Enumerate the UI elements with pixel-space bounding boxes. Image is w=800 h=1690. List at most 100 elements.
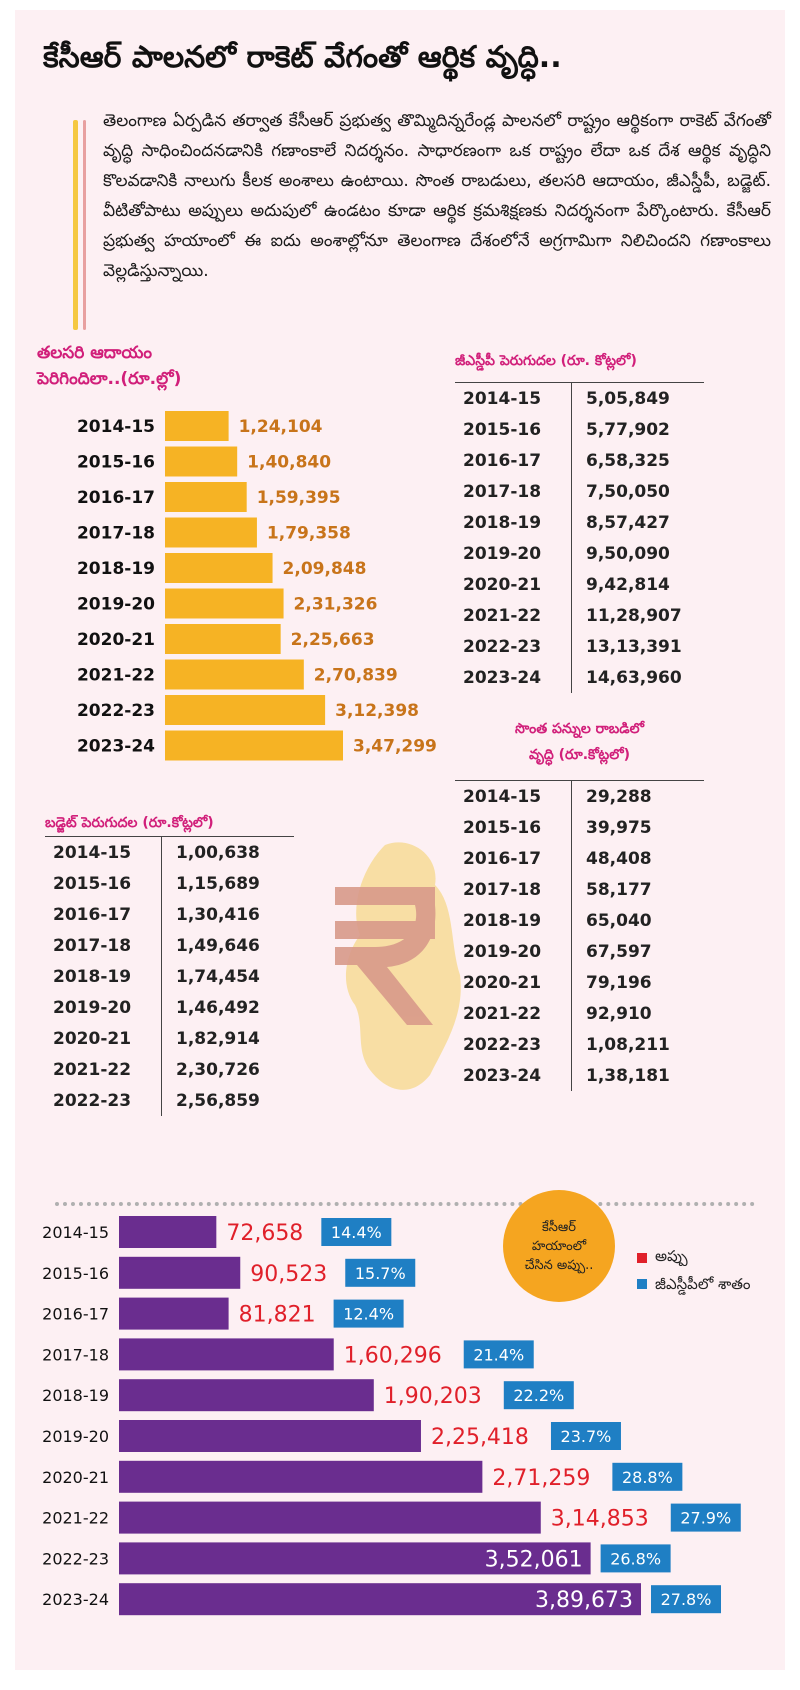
per-capita-year-label: 2023-24: [77, 737, 155, 757]
table-row: 2017-18 1,49,646: [45, 930, 294, 961]
table-cell-value: 48,408: [586, 848, 652, 869]
per-capita-bar: [165, 482, 247, 512]
table-row: 2023-24 1,38,181: [455, 1060, 704, 1091]
debt-year-label: 2014-15: [42, 1223, 109, 1242]
per-capita-bar: [165, 624, 281, 654]
table-row: 2019-20 9,50,090: [455, 538, 704, 569]
table-row: 2018-19 1,74,454: [45, 961, 294, 992]
table-cell-year: 2021-22: [45, 1054, 162, 1085]
table-cell-value: 58,177: [586, 879, 652, 900]
debt-pct-box: [600, 1544, 671, 1573]
debt-year-label: 2021-22: [42, 1509, 109, 1528]
table-cell-value: 1,08,211: [586, 1034, 670, 1055]
intro-paragraph: తెలంగాణ ఏర్పడిన తర్వాత కేసీఆర్ ప్రభుత్వ …: [103, 111, 771, 281]
debt-pct-box: [321, 1218, 392, 1246]
table-row: 2017-18 58,177: [455, 874, 704, 905]
table-cell-value: 29,288: [571, 780, 704, 812]
debt-pct-label: 28.8%: [622, 1468, 673, 1487]
table-row: 2018-19 8,57,427: [455, 507, 704, 538]
per-capita-bar: [165, 659, 304, 690]
debt-year-label: 2022-23: [42, 1549, 109, 1568]
legend-item-pct: జీఎస్డీపీలో శాతం: [637, 1271, 751, 1297]
table-row: 2016-17 6,58,325: [455, 445, 704, 476]
table-row: 2020-21 1,82,914: [45, 1023, 294, 1054]
per-capita-year-label: 2022-23: [77, 701, 155, 721]
rupee-illustration: [335, 842, 461, 1090]
budget-title: బడ్జెట్ పెరుగుదల (రూ.కోట్లలో): [45, 815, 214, 831]
table-row: 2022-23 2,56,859: [45, 1085, 294, 1116]
debt-value-label: 2,71,259: [492, 1466, 590, 1491]
per-capita-value-label: 2,31,326: [294, 595, 378, 615]
table-cell-value: 9,42,814: [586, 574, 670, 595]
budget-table: 2014-15 1,00,638 2015-16 1,15,689 2016-17 1,3…: [45, 836, 294, 1116]
table-cell-year: 2016-17: [455, 445, 572, 476]
section-divider: [55, 1202, 755, 1206]
debt-value-label: 3,52,061: [485, 1547, 583, 1572]
debt-year-label: 2019-20: [42, 1427, 109, 1446]
per-capita-value-label: 1,79,358: [267, 524, 351, 544]
debt-year-label: 2015-16: [42, 1264, 109, 1283]
table-cell-value: 1,46,492: [176, 997, 260, 1018]
table-cell-value: 1,82,914: [176, 1028, 260, 1049]
debt-value-label: 1,60,296: [344, 1343, 442, 1368]
per-capita-value-label: 2,70,839: [314, 666, 398, 686]
debt-bar: [119, 1297, 229, 1330]
table-cell-value: 1,30,416: [176, 904, 260, 925]
per-capita-value-label: 2,09,848: [283, 559, 367, 579]
table-row: 2019-20 67,597: [455, 936, 704, 967]
own-tax-title: సొంత పన్నుల రాబడిలో వృద్ధి (రూ.కోట్లలో): [515, 716, 644, 768]
debt-value-label: 72,658: [226, 1221, 303, 1246]
debt-pct-box: [651, 1585, 721, 1614]
per-capita-bar: [165, 517, 257, 548]
debt-pct-label: 27.9%: [680, 1509, 731, 1528]
table-cell-value: 92,910: [586, 1003, 652, 1024]
table-cell-value: 67,597: [586, 941, 652, 962]
table-cell-year: 2017-18: [455, 476, 572, 507]
debt-bar-chart: 2014-15 72,658 14.4% 2015-16 90,523 15.7% 2016…: [42, 1216, 741, 1616]
table-cell-value: 1,15,689: [176, 873, 260, 894]
per-capita-year-label: 2015-16: [77, 453, 155, 473]
table-cell-year: 2018-19: [45, 961, 162, 992]
per-capita-bar: [165, 730, 343, 761]
debt-bar: [119, 1420, 421, 1452]
debt-value-label: 2,25,418: [431, 1425, 529, 1450]
debt-badge-line2: హయాంలో: [531, 1238, 587, 1254]
table-cell-value: 5,77,902: [586, 419, 670, 440]
table-row: 2014-15 29,288: [455, 780, 704, 812]
table-cell-value: 79,196: [586, 972, 652, 993]
table-row: 2015-16 39,975: [455, 812, 704, 843]
per-capita-bar-chart: 2014-15 1,24,104 2015-16 1,40,840 2016-17 1,5…: [77, 411, 437, 761]
debt-bar: [119, 1460, 483, 1493]
per-capita-value-label: 1,24,104: [239, 417, 323, 437]
debt-bar: [119, 1216, 217, 1248]
rupee-icon: [335, 887, 436, 1025]
debt-value-label: 1,90,203: [384, 1384, 482, 1409]
per-capita-bar: [165, 695, 326, 725]
per-capita-year-label: 2014-15: [77, 417, 155, 437]
legend-label-pct: జీఎస్డీపీలో శాతం: [655, 1275, 751, 1293]
legend-swatch-pct: [637, 1279, 647, 1289]
debt-legend: అప్పు జీఎస్డీపీలో శాతం: [637, 1245, 751, 1297]
debt-pct-label: 22.2%: [513, 1386, 564, 1405]
table-cell-value: 9,50,090: [586, 543, 670, 564]
table-cell-value: 6,58,325: [586, 450, 670, 471]
table-cell-year: 2016-17: [455, 843, 572, 874]
debt-value-label: 81,821: [239, 1303, 316, 1328]
per-capita-value-label: 3,12,398: [335, 701, 419, 721]
gsdp-title: జీఎస్డీపీ పెరుగుదల (రూ. కోట్లలో): [455, 353, 637, 369]
per-capita-title-line1: తలసరి ఆదాయం: [37, 343, 152, 363]
table-cell-year: 2019-20: [45, 992, 162, 1023]
legend-label-debt: అప్పు: [655, 1247, 688, 1265]
debt-bar: [119, 1583, 641, 1616]
per-capita-bar: [165, 588, 284, 619]
debt-year-label: 2023-24: [42, 1590, 109, 1609]
debt-badge-line1: కేసీఆర్: [542, 1219, 576, 1235]
debt-pct-label: 27.8%: [661, 1590, 712, 1609]
own-tax-table: 2014-15 29,288 2015-16 39,975 2016-17 48,408 2…: [455, 780, 704, 1091]
table-cell-year: 2020-21: [455, 569, 572, 600]
debt-year-label: 2017-18: [42, 1345, 109, 1364]
debt-pct-box: [503, 1381, 574, 1410]
debt-pct-label: 15.7%: [355, 1264, 406, 1283]
debt-pct-label: 21.4%: [473, 1345, 524, 1364]
table-cell-value: 8,57,427: [586, 512, 670, 533]
